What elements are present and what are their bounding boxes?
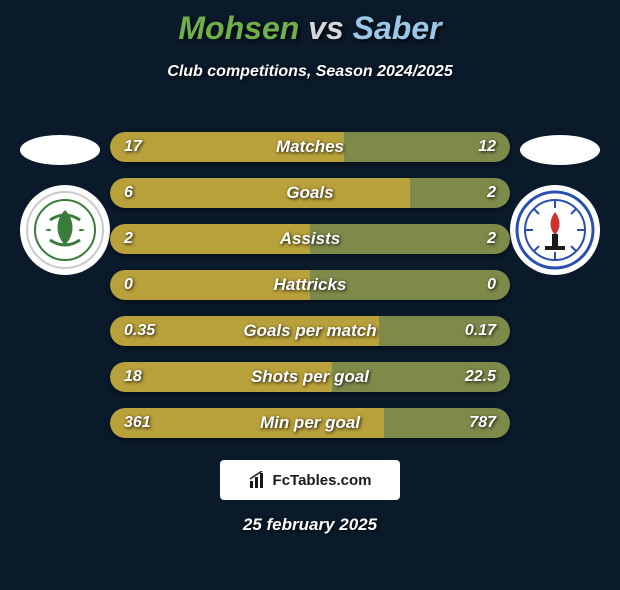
footer-date: 25 february 2025 bbox=[0, 515, 620, 535]
avatar-right bbox=[520, 135, 600, 165]
stat-row: 1712Matches bbox=[110, 132, 510, 162]
stat-row: 0.350.17Goals per match bbox=[110, 316, 510, 346]
subtitle: Club competitions, Season 2024/2025 bbox=[0, 63, 620, 81]
stat-row: 62Goals bbox=[110, 178, 510, 208]
club-badge-right bbox=[510, 185, 600, 275]
stat-label: Shots per goal bbox=[110, 367, 510, 387]
stat-row: 22Assists bbox=[110, 224, 510, 254]
club-badge-left bbox=[20, 185, 110, 275]
stat-row: 00Hattricks bbox=[110, 270, 510, 300]
title-left: Mohsen bbox=[178, 10, 299, 46]
title-vs: vs bbox=[308, 10, 352, 46]
club-right-icon bbox=[515, 190, 595, 270]
chart-icon bbox=[249, 471, 267, 489]
stat-label: Goals per match bbox=[110, 321, 510, 341]
stat-label: Goals bbox=[110, 183, 510, 203]
title-right: Saber bbox=[353, 10, 442, 46]
comparison-bars: 1712Matches 62Goals 22Assists 00Hattricks 0.… bbox=[110, 132, 510, 438]
stat-row: 361787Min per goal bbox=[110, 408, 510, 438]
footer-logo-text: FcTables.com bbox=[273, 472, 372, 489]
stat-label: Assists bbox=[110, 229, 510, 249]
stat-label: Hattricks bbox=[110, 275, 510, 295]
avatar-left bbox=[20, 135, 100, 165]
footer-logo[interactable]: FcTables.com bbox=[220, 460, 400, 500]
stat-label: Min per goal bbox=[110, 413, 510, 433]
stat-label: Matches bbox=[110, 137, 510, 157]
page-title: Mohsen vs Saber bbox=[0, 10, 620, 47]
club-left-icon bbox=[25, 190, 105, 270]
stat-row: 1822.5Shots per goal bbox=[110, 362, 510, 392]
